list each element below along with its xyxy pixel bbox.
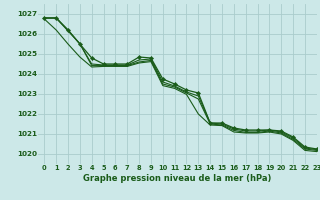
X-axis label: Graphe pression niveau de la mer (hPa): Graphe pression niveau de la mer (hPa) (84, 174, 272, 183)
